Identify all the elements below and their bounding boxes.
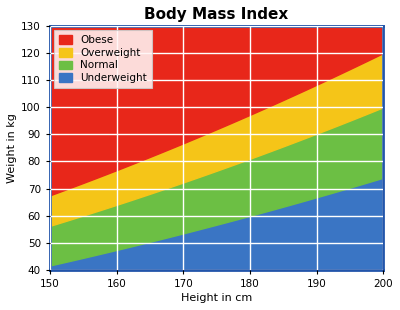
Title: Body Mass Index: Body Mass Index: [144, 7, 289, 22]
X-axis label: Height in cm: Height in cm: [181, 293, 252, 303]
Legend: Obese, Overweight, Normal, Underweight: Obese, Overweight, Normal, Underweight: [54, 30, 152, 88]
Y-axis label: Weight in kg: Weight in kg: [7, 113, 17, 183]
